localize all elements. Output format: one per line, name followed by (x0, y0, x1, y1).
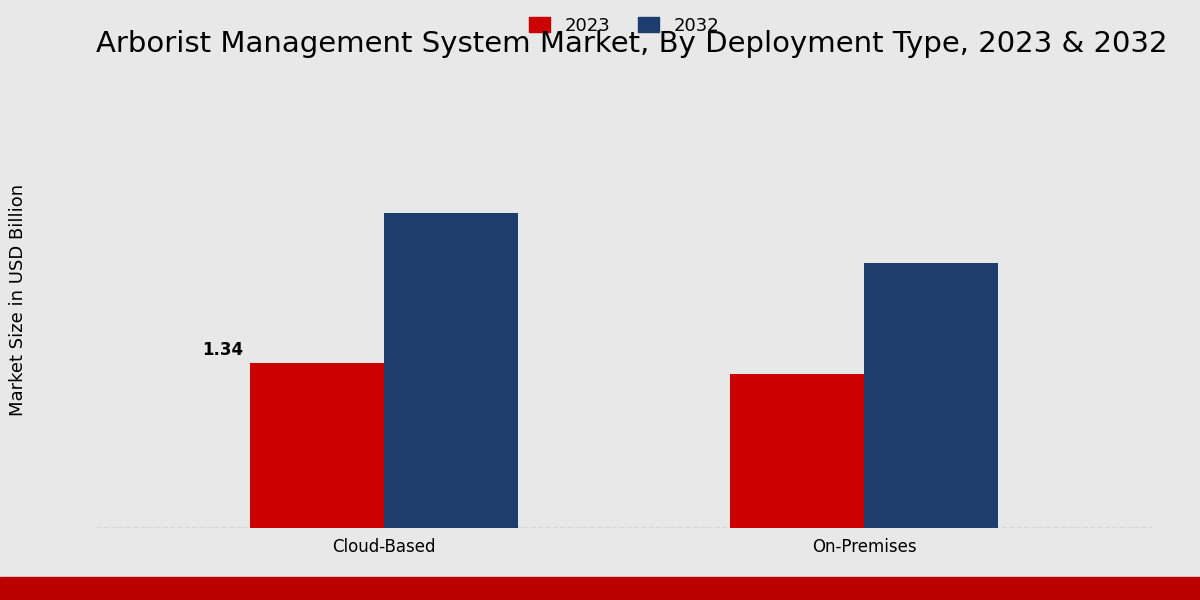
Text: Market Size in USD Billion: Market Size in USD Billion (8, 184, 28, 416)
Legend: 2023, 2032: 2023, 2032 (521, 10, 727, 43)
Bar (250, 362, 384, 528)
Text: 1.34: 1.34 (202, 341, 242, 359)
Bar (384, 213, 518, 528)
Text: Arborist Management System Market, By Deployment Type, 2023 & 2032: Arborist Management System Market, By De… (96, 30, 1168, 58)
Bar (864, 263, 998, 528)
Bar (730, 374, 864, 528)
